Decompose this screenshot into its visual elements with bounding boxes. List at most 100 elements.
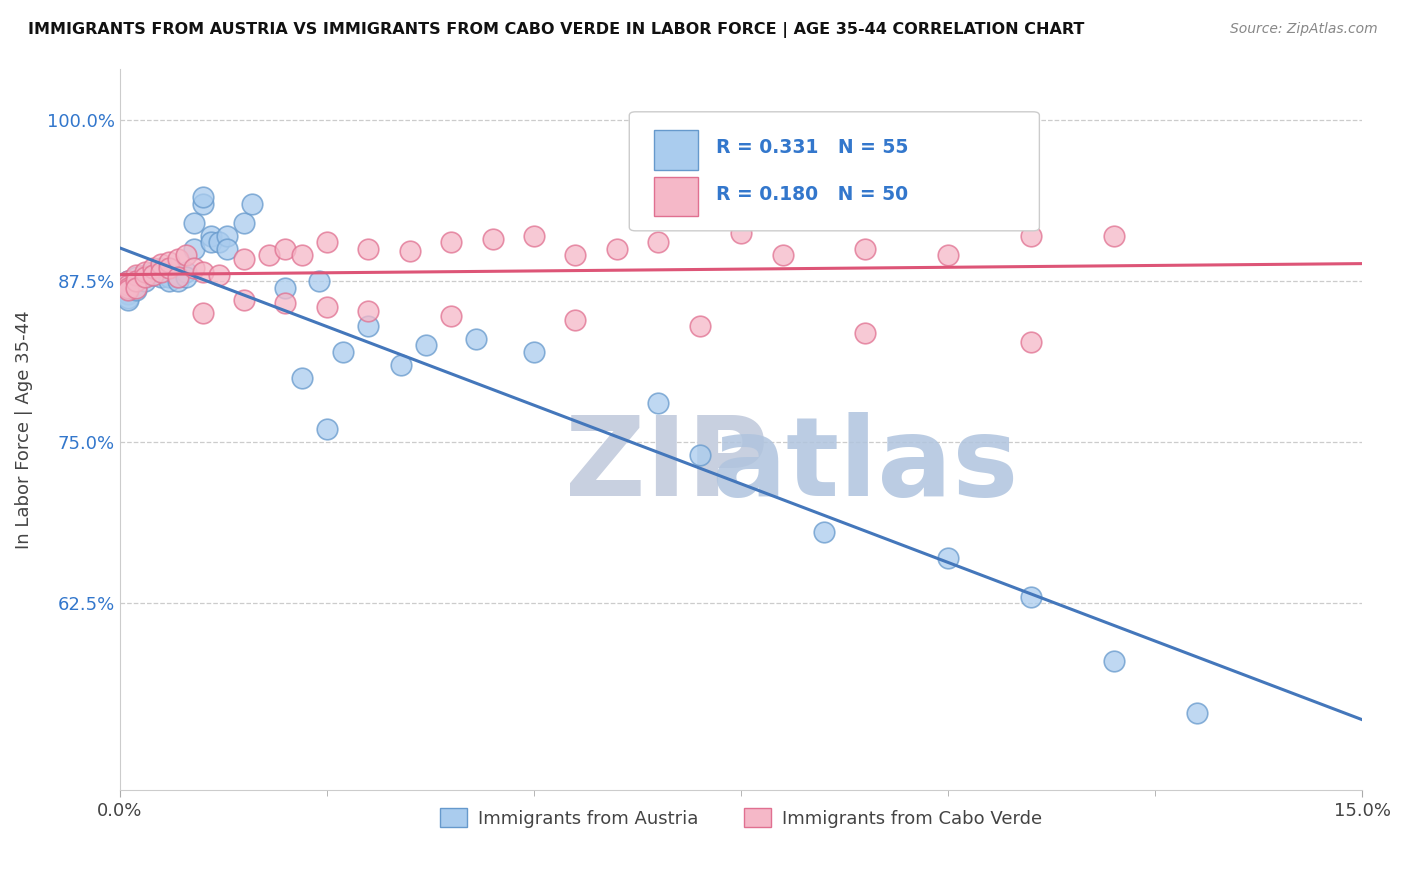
Point: [308, 274, 330, 288]
Y-axis label: In Labor Force | Age 35-44: In Labor Force | Age 35-44: [15, 310, 32, 549]
Point: [191, 265, 214, 279]
Point: [166, 252, 188, 267]
Point: [191, 190, 214, 204]
Point: [647, 235, 669, 250]
Point: [689, 448, 711, 462]
Point: [150, 270, 173, 285]
Point: [117, 274, 139, 288]
Text: R = 0.331   N = 55: R = 0.331 N = 55: [716, 138, 908, 157]
Point: [208, 268, 231, 282]
Point: [159, 254, 181, 268]
Point: [233, 252, 256, 267]
Point: [134, 274, 156, 288]
Point: [465, 332, 488, 346]
Point: [166, 270, 188, 285]
Point: [647, 396, 669, 410]
Point: [134, 265, 156, 279]
Point: [166, 268, 188, 282]
Point: [772, 248, 794, 262]
Point: [166, 274, 188, 288]
FancyBboxPatch shape: [654, 130, 697, 169]
Point: [200, 229, 222, 244]
Point: [117, 291, 139, 305]
Point: [117, 274, 139, 288]
Text: ZIP: ZIP: [565, 412, 768, 519]
Point: [150, 265, 173, 279]
Point: [936, 551, 959, 566]
Point: [398, 244, 420, 259]
Point: [440, 235, 463, 250]
Point: [855, 326, 877, 340]
Point: [150, 257, 173, 271]
FancyBboxPatch shape: [630, 112, 1039, 231]
Point: [174, 265, 197, 279]
Point: [357, 303, 380, 318]
Point: [523, 345, 546, 359]
Point: [174, 270, 197, 285]
Point: [1019, 229, 1042, 244]
Point: [274, 242, 297, 256]
Point: [159, 261, 181, 276]
Point: [315, 300, 337, 314]
Point: [117, 277, 139, 292]
Point: [357, 319, 380, 334]
Point: [291, 248, 314, 262]
Text: R = 0.180   N = 50: R = 0.180 N = 50: [716, 186, 908, 204]
Point: [233, 293, 256, 308]
FancyBboxPatch shape: [654, 177, 697, 217]
Point: [117, 274, 139, 288]
Point: [257, 248, 280, 262]
Point: [332, 345, 354, 359]
Point: [523, 229, 546, 244]
Point: [813, 525, 835, 540]
Point: [117, 280, 139, 294]
Point: [936, 248, 959, 262]
Point: [117, 287, 139, 301]
Point: [1102, 229, 1125, 244]
Point: [415, 338, 437, 352]
Point: [125, 274, 148, 288]
Point: [200, 235, 222, 250]
Point: [117, 293, 139, 308]
Point: [142, 261, 165, 276]
Point: [689, 319, 711, 334]
Point: [166, 270, 188, 285]
Point: [730, 227, 752, 241]
Point: [125, 283, 148, 297]
Text: IMMIGRANTS FROM AUSTRIA VS IMMIGRANTS FROM CABO VERDE IN LABOR FORCE | AGE 35-44: IMMIGRANTS FROM AUSTRIA VS IMMIGRANTS FR…: [28, 22, 1084, 38]
Point: [183, 216, 205, 230]
Point: [125, 280, 148, 294]
Point: [134, 270, 156, 285]
Point: [481, 231, 503, 245]
Point: [125, 270, 148, 285]
Point: [1019, 590, 1042, 604]
Point: [159, 270, 181, 285]
Point: [315, 422, 337, 436]
Point: [159, 274, 181, 288]
Point: [606, 242, 628, 256]
Point: [134, 270, 156, 285]
Point: [217, 229, 239, 244]
Point: [174, 248, 197, 262]
Legend: Immigrants from Austria, Immigrants from Cabo Verde: Immigrants from Austria, Immigrants from…: [433, 801, 1049, 835]
Point: [125, 268, 148, 282]
Point: [125, 277, 148, 292]
Point: [183, 261, 205, 276]
Point: [117, 283, 139, 297]
Text: Source: ZipAtlas.com: Source: ZipAtlas.com: [1230, 22, 1378, 37]
Text: atlas: atlas: [711, 412, 1019, 519]
Point: [274, 296, 297, 310]
Point: [125, 280, 148, 294]
Point: [233, 216, 256, 230]
Point: [855, 242, 877, 256]
Point: [142, 265, 165, 279]
Point: [1185, 706, 1208, 720]
Point: [315, 235, 337, 250]
Point: [191, 306, 214, 320]
Point: [291, 370, 314, 384]
Point: [125, 274, 148, 288]
Point: [217, 242, 239, 256]
Point: [440, 309, 463, 323]
Point: [183, 242, 205, 256]
Point: [117, 283, 139, 297]
